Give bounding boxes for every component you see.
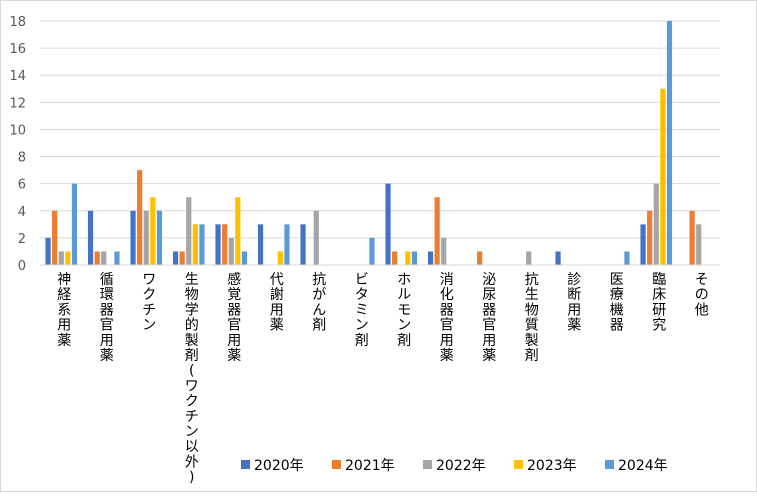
category-label: 抗がん剤 (312, 272, 326, 334)
bar (241, 251, 248, 265)
bar (284, 224, 290, 265)
legend-label: 2023年 (527, 458, 577, 474)
category-label: 代謝用薬 (270, 272, 284, 334)
bar (313, 210, 319, 265)
legend-swatch (332, 460, 341, 469)
category-label: 抗生物質製剤 (525, 272, 539, 364)
bar (624, 251, 630, 265)
y-tick-label: 4 (18, 205, 26, 220)
category-label: 医療機器 (610, 272, 624, 334)
bar (45, 237, 51, 265)
bar (640, 224, 646, 265)
bar (434, 197, 440, 265)
bar (653, 183, 659, 265)
category-label: 臨床研究 (652, 272, 666, 334)
legend: 2020年 2021年 2022年 2023年 2024年 (241, 458, 668, 474)
category-labels: 神経系用薬 循環器官用薬 ワクチン 生物学的製剤(ワクチン以外) 感覚器官用薬 代謝用薬 抗… (57, 271, 709, 486)
y-tick-label: 2 (18, 232, 26, 247)
bar (186, 197, 192, 265)
bar (52, 210, 58, 265)
bar (87, 210, 94, 265)
y-tick-label: 6 (18, 178, 26, 193)
legend-swatch (514, 460, 523, 469)
legend-label: 2021年 (345, 458, 395, 474)
bar (526, 251, 532, 265)
bar (257, 224, 264, 265)
bars (45, 21, 702, 266)
bar (392, 251, 398, 265)
bar (411, 251, 418, 265)
y-tick-label: 8 (18, 151, 26, 166)
bar (137, 170, 143, 265)
legend-swatch (241, 460, 250, 469)
legend-label: 2022年 (436, 458, 486, 474)
legend-swatch (423, 460, 432, 469)
bar (172, 251, 179, 265)
bar (94, 251, 100, 265)
y-tick-label: 14 (9, 69, 26, 84)
bar (441, 237, 447, 265)
category-label: 神経系用薬 (57, 272, 71, 349)
bar (277, 251, 283, 265)
bar (369, 237, 375, 265)
bar (179, 251, 185, 265)
bar (385, 183, 391, 265)
bar (114, 251, 120, 265)
category-label: 消化器官用薬 (440, 272, 454, 364)
bar (660, 88, 666, 266)
y-axis-ticks: 0 2 4 6 8 10 12 14 16 18 (9, 15, 26, 274)
category-label: 生物学的製剤(ワクチン以外) (185, 272, 199, 486)
bar (235, 197, 241, 265)
category-label: その他 (695, 272, 709, 318)
bar (215, 224, 221, 265)
bar (666, 21, 673, 265)
bar (696, 224, 702, 265)
category-label: ワクチン (142, 272, 156, 334)
y-tick-label: 12 (9, 96, 26, 111)
bar (130, 210, 136, 265)
bar (222, 224, 228, 265)
bar (477, 251, 483, 265)
y-tick-label: 18 (9, 15, 26, 30)
bar (143, 210, 149, 265)
bar (555, 251, 561, 265)
legend-label: 2020年 (254, 458, 304, 474)
bar (58, 251, 64, 265)
bar (192, 224, 198, 265)
category-label: 診断用薬 (567, 272, 581, 334)
category-label: 泌尿器官用薬 (482, 272, 496, 364)
category-label: 循環器官用薬 (100, 272, 114, 364)
bar (199, 224, 205, 265)
bar (228, 237, 234, 265)
bar (647, 210, 653, 265)
y-tick-label: 16 (9, 42, 26, 57)
category-label: ビタミン剤 (355, 272, 369, 349)
bar (71, 183, 78, 265)
bar (101, 251, 107, 265)
bar (689, 210, 695, 265)
y-tick-label: 10 (9, 123, 26, 138)
category-label: ホルモン剤 (397, 272, 411, 349)
category-label: 感覚器官用薬 (227, 271, 241, 364)
bar (427, 251, 434, 265)
bar (300, 224, 306, 265)
bar (150, 197, 156, 265)
bar (405, 251, 411, 265)
bar (156, 210, 163, 265)
legend-swatch (605, 460, 614, 469)
legend-label: 2024年 (618, 458, 668, 474)
bar (65, 251, 71, 265)
y-tick-label: 0 (18, 259, 26, 274)
